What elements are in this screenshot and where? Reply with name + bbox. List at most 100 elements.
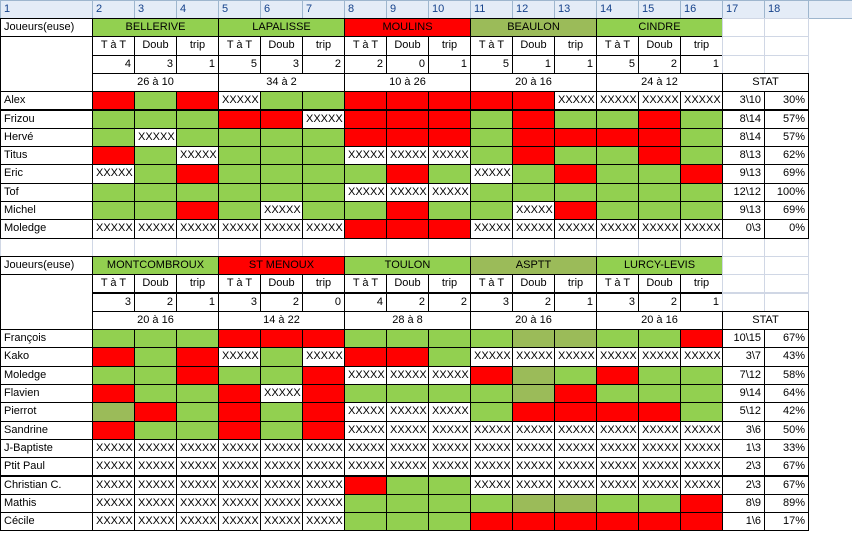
result-cell: XXXXX bbox=[638, 420, 681, 440]
result-cell: XXXXX bbox=[92, 512, 135, 532]
result-cell bbox=[596, 109, 639, 129]
column-header: 16 bbox=[680, 0, 723, 19]
result-cell: XXXXX bbox=[218, 91, 261, 111]
result-cell bbox=[638, 365, 681, 385]
result-cell: XXXXX bbox=[638, 438, 681, 459]
result-cell bbox=[470, 91, 513, 111]
team-name: MONTCOMBROUX bbox=[92, 255, 219, 276]
sub-header: T à T bbox=[92, 274, 135, 294]
result-cell bbox=[470, 182, 513, 202]
result-cell: XXXXX bbox=[596, 91, 639, 111]
result-cell: XXXXX bbox=[470, 475, 513, 495]
percent: 67% bbox=[764, 329, 809, 349]
blank-cell bbox=[0, 36, 93, 93]
player-name: Eric bbox=[0, 164, 93, 184]
result-cell: XXXXX bbox=[386, 146, 429, 166]
result-cell: XXXXX bbox=[680, 219, 723, 239]
result-cell bbox=[92, 146, 135, 166]
result-cell bbox=[218, 420, 261, 440]
player-name: Pierrot bbox=[0, 402, 93, 422]
sub-header: trip bbox=[428, 274, 471, 294]
blank-cell bbox=[764, 237, 809, 257]
player-name: Kako bbox=[0, 347, 93, 367]
result-cell: XXXXX bbox=[92, 164, 135, 184]
stat: 10\15 bbox=[722, 329, 765, 349]
count: 3 bbox=[134, 54, 177, 74]
column-header: 14 bbox=[596, 0, 639, 19]
result-cell: XXXXX bbox=[260, 512, 303, 532]
result-cell bbox=[428, 219, 471, 239]
result-cell bbox=[302, 164, 345, 184]
percent: 57% bbox=[764, 127, 809, 148]
result-cell bbox=[680, 164, 723, 184]
result-cell bbox=[260, 146, 303, 166]
stat: 8\13 bbox=[722, 146, 765, 166]
result-cell: XXXXX bbox=[260, 219, 303, 239]
result-cell bbox=[554, 146, 597, 166]
blank-cell bbox=[680, 237, 723, 257]
sub-header: T à T bbox=[92, 36, 135, 56]
result-cell: XXXXX bbox=[680, 438, 723, 459]
result-cell bbox=[470, 402, 513, 422]
sub-header: T à T bbox=[344, 36, 387, 56]
sub-header: Doub bbox=[512, 274, 555, 294]
result-cell bbox=[554, 109, 597, 129]
result-cell bbox=[680, 182, 723, 202]
result-cell bbox=[428, 384, 471, 404]
team-name: BELLERIVE bbox=[92, 18, 219, 38]
player-name: Ptit Paul bbox=[0, 457, 93, 477]
blank-cell bbox=[596, 237, 639, 257]
result-cell: XXXXX bbox=[134, 475, 177, 495]
sub-header: Doub bbox=[260, 36, 303, 56]
blank-cell bbox=[764, 18, 809, 38]
result-cell: XXXXX bbox=[554, 219, 597, 239]
result-cell: XXXXX bbox=[596, 457, 639, 477]
result-cell bbox=[134, 146, 177, 166]
result-cell bbox=[596, 329, 639, 349]
result-cell bbox=[302, 384, 345, 404]
sub-header: Doub bbox=[512, 36, 555, 56]
player-name: Titus bbox=[0, 146, 93, 166]
score: 20 à 16 bbox=[470, 72, 597, 93]
count: 5 bbox=[596, 54, 639, 74]
result-cell: XXXXX bbox=[386, 457, 429, 477]
result-cell bbox=[554, 127, 597, 148]
column-header: 17 bbox=[722, 0, 765, 19]
sub-header: trip bbox=[302, 274, 345, 294]
result-cell: XXXXX bbox=[470, 420, 513, 440]
result-cell: XXXXX bbox=[176, 512, 219, 532]
result-cell: XXXXX bbox=[92, 475, 135, 495]
result-cell bbox=[176, 402, 219, 422]
result-cell bbox=[176, 164, 219, 184]
percent: 67% bbox=[764, 475, 809, 495]
count: 5 bbox=[470, 54, 513, 74]
result-cell bbox=[554, 402, 597, 422]
sub-header: trip bbox=[680, 274, 723, 294]
score: 20 à 16 bbox=[92, 310, 219, 331]
result-cell bbox=[554, 365, 597, 385]
blank-cell bbox=[554, 237, 597, 257]
result-cell: XXXXX bbox=[218, 457, 261, 477]
score: 20 à 16 bbox=[596, 310, 723, 331]
result-cell bbox=[260, 347, 303, 367]
result-cell bbox=[428, 201, 471, 221]
player-name: Sandrine bbox=[0, 420, 93, 440]
result-cell: XXXXX bbox=[470, 219, 513, 239]
result-cell bbox=[512, 493, 555, 514]
blank-cell bbox=[764, 255, 809, 276]
count: 3 bbox=[92, 292, 135, 312]
result-cell bbox=[470, 127, 513, 148]
score: 10 à 26 bbox=[344, 72, 471, 93]
stat: 3\10 bbox=[722, 91, 765, 111]
result-cell bbox=[512, 402, 555, 422]
stat: 12\12 bbox=[722, 182, 765, 202]
result-cell: XXXXX bbox=[428, 146, 471, 166]
blank-cell bbox=[722, 54, 765, 74]
result-cell bbox=[386, 109, 429, 129]
result-cell: XXXXX bbox=[92, 457, 135, 477]
blank-cell bbox=[344, 237, 387, 257]
result-cell bbox=[386, 219, 429, 239]
result-cell bbox=[512, 127, 555, 148]
result-cell: XXXXX bbox=[512, 457, 555, 477]
result-cell: XXXXX bbox=[176, 146, 219, 166]
